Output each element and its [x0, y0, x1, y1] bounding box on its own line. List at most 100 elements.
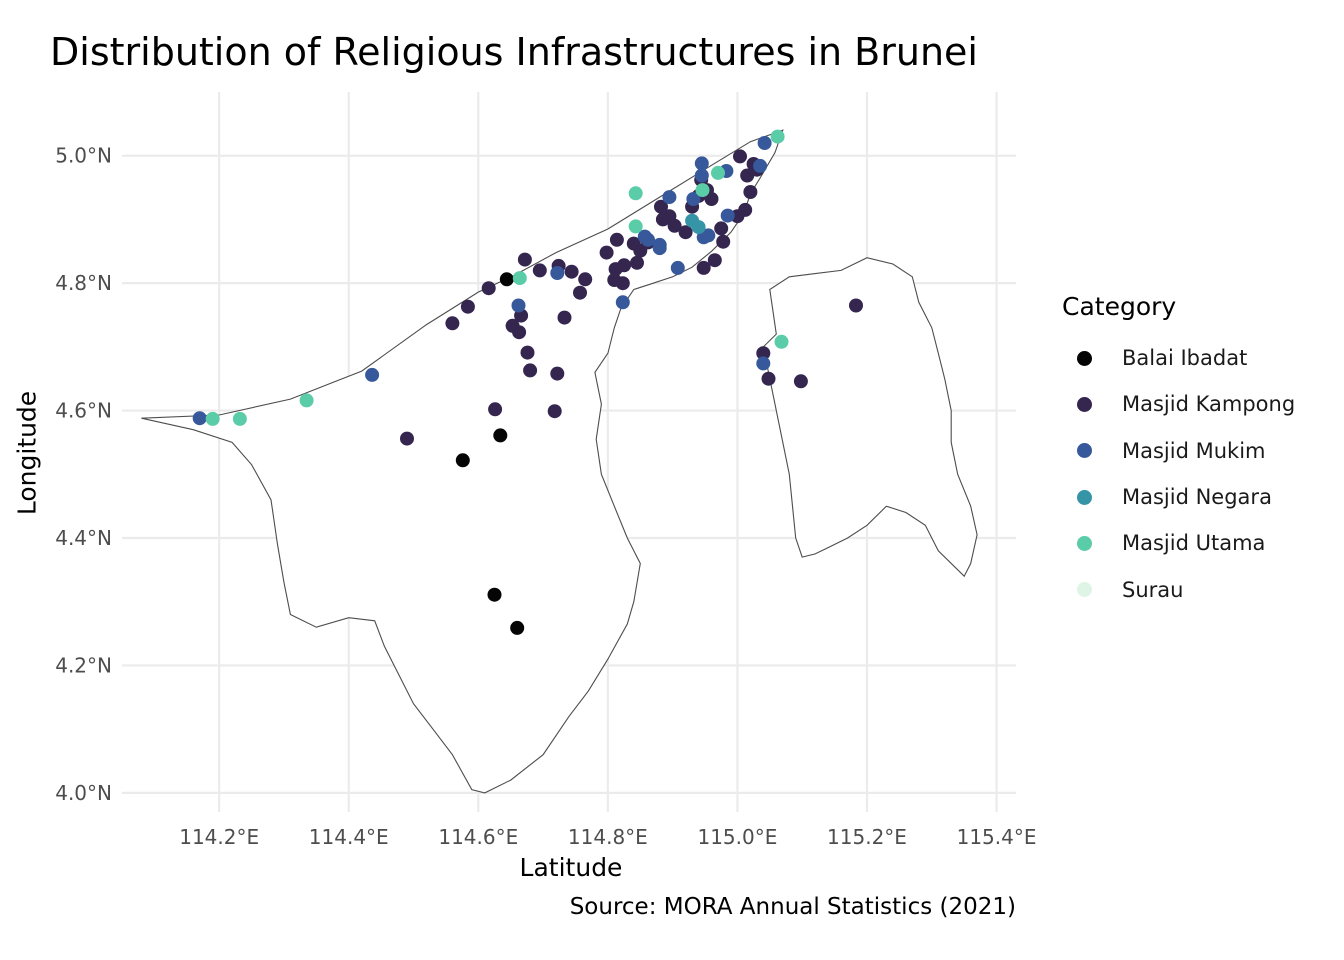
data-point: [633, 243, 648, 258]
data-point: [849, 298, 863, 313]
data-point: [532, 263, 547, 278]
data-point: [716, 234, 731, 249]
data-point: [654, 199, 668, 214]
data-point: [499, 272, 514, 287]
data-point: [510, 620, 525, 635]
data-point: [557, 310, 572, 325]
data-point: [573, 285, 587, 300]
data-point: [686, 192, 701, 206]
data-point: [678, 225, 693, 240]
data-point: [232, 411, 247, 426]
data-point: [770, 129, 785, 144]
legend-label: Surau: [1122, 577, 1184, 602]
data-point: [460, 299, 475, 314]
y-axis-label: Longitude: [12, 390, 42, 516]
data-point: [774, 334, 789, 349]
data-point: [400, 431, 414, 446]
legend-swatch: [1077, 489, 1092, 505]
y-tick-label: 4.4°N: [55, 526, 112, 550]
data-point: [628, 219, 643, 234]
x-tick-label: 115.0°E: [697, 825, 777, 849]
legend-item: Masjid Utama: [1062, 520, 1295, 566]
legend-swatch: [1077, 396, 1092, 412]
legend-label: Balai Ibadat: [1122, 346, 1248, 371]
legend: Category Balai Ibadat Masjid Kampong Masji…: [1062, 292, 1295, 613]
data-point: [641, 232, 655, 247]
data-point: [743, 185, 758, 199]
x-tick-label: 114.8°E: [568, 825, 648, 849]
x-tick-label: 115.4°E: [957, 825, 1037, 849]
legend-swatch: [1077, 582, 1092, 598]
data-point: [445, 316, 460, 331]
data-point: [652, 241, 667, 256]
x-axis-label: Latitude: [519, 853, 623, 882]
legend-item: Masjid Negara: [1062, 474, 1295, 520]
data-point: [523, 363, 538, 378]
data-point: [667, 218, 682, 233]
x-tick-label: 115.2°E: [827, 825, 907, 849]
legend-item: Surau: [1062, 566, 1295, 612]
data-point: [757, 136, 772, 150]
data-point: [617, 258, 632, 273]
data-point: [628, 186, 643, 201]
data-point: [630, 255, 644, 270]
data-point: [520, 345, 535, 360]
x-tick-label: 114.6°E: [438, 825, 518, 849]
data-point: [761, 371, 776, 386]
y-tick-labels: 4.0°N 4.2°N 4.4°N 4.6°N 4.8°N 5.0°N: [55, 144, 112, 805]
data-point: [512, 325, 527, 340]
legend-swatch: [1077, 443, 1092, 459]
data-point: [511, 298, 526, 313]
y-tick-label: 5.0°N: [55, 144, 112, 168]
data-point: [756, 356, 771, 371]
data-point: [609, 232, 624, 247]
data-point: [691, 220, 706, 235]
data-point: [670, 260, 685, 275]
data-point: [550, 266, 565, 280]
x-tick-label: 114.2°E: [179, 825, 259, 849]
data-point: [493, 428, 508, 443]
data-point: [701, 228, 716, 243]
legend-item: Balai Ibadat: [1062, 335, 1295, 381]
y-tick-label: 4.6°N: [55, 399, 112, 423]
data-point: [694, 156, 709, 171]
data-point: [720, 208, 735, 223]
data-point: [655, 212, 670, 227]
data-point: [615, 295, 630, 310]
legend-label: Masjid Negara: [1122, 485, 1272, 510]
data-point: [714, 221, 729, 236]
data-point: [512, 271, 527, 286]
data-points: [192, 129, 863, 635]
data-point: [578, 272, 593, 287]
data-point: [299, 393, 314, 408]
legend-item: Masjid Mukim: [1062, 428, 1295, 474]
data-point: [662, 190, 677, 205]
data-point: [694, 168, 709, 183]
region-outline: [762, 257, 978, 578]
data-point: [487, 587, 502, 602]
legend-swatch: [1077, 350, 1092, 366]
data-point: [547, 404, 562, 419]
x-tick-label: 114.4°E: [309, 825, 389, 849]
y-tick-label: 4.8°N: [55, 271, 112, 295]
legend-title: Category: [1062, 292, 1177, 321]
legend-item: Masjid Kampong: [1062, 381, 1295, 427]
data-point: [733, 149, 747, 164]
data-point: [707, 253, 722, 268]
legend-label: Masjid Kampong: [1122, 392, 1296, 417]
data-point: [488, 402, 503, 417]
legend-swatch: [1077, 535, 1092, 551]
x-tick-labels: 114.2°E 114.4°E 114.6°E 114.8°E 115.0°E 115.2…: [179, 825, 1036, 849]
source-caption: Source: MORA Annual Statistics (2021): [569, 894, 1016, 920]
data-point: [696, 260, 711, 275]
data-point: [481, 281, 496, 296]
data-point: [192, 411, 207, 426]
data-point: [205, 411, 220, 426]
data-point: [695, 183, 710, 198]
data-point: [599, 245, 614, 260]
y-tick-label: 4.0°N: [55, 781, 112, 805]
data-point: [550, 366, 565, 381]
data-point: [738, 202, 753, 217]
